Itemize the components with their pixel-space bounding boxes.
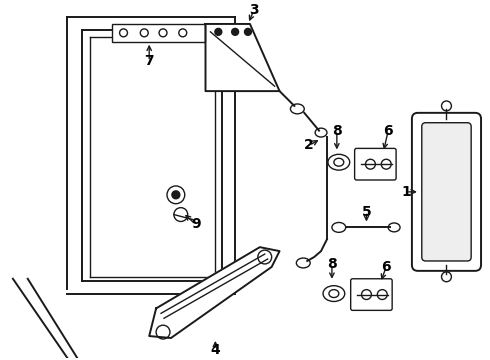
FancyBboxPatch shape (422, 123, 471, 261)
Text: 1: 1 (401, 185, 411, 199)
Text: 5: 5 (362, 204, 371, 219)
Text: 8: 8 (332, 123, 342, 138)
FancyBboxPatch shape (351, 279, 392, 310)
Text: 2: 2 (304, 139, 314, 152)
Polygon shape (205, 24, 280, 91)
Text: 7: 7 (145, 54, 154, 68)
Text: 9: 9 (191, 217, 200, 231)
Text: 3: 3 (249, 3, 259, 17)
Text: 4: 4 (211, 343, 220, 357)
Text: 6: 6 (381, 260, 391, 274)
Text: 6: 6 (383, 123, 393, 138)
FancyBboxPatch shape (355, 148, 396, 180)
Circle shape (245, 28, 251, 35)
Bar (112, 24, 205, 42)
Polygon shape (149, 247, 280, 338)
Circle shape (232, 28, 239, 35)
Text: 8: 8 (327, 257, 337, 271)
Circle shape (172, 191, 180, 199)
FancyBboxPatch shape (412, 113, 481, 271)
Circle shape (215, 28, 222, 35)
